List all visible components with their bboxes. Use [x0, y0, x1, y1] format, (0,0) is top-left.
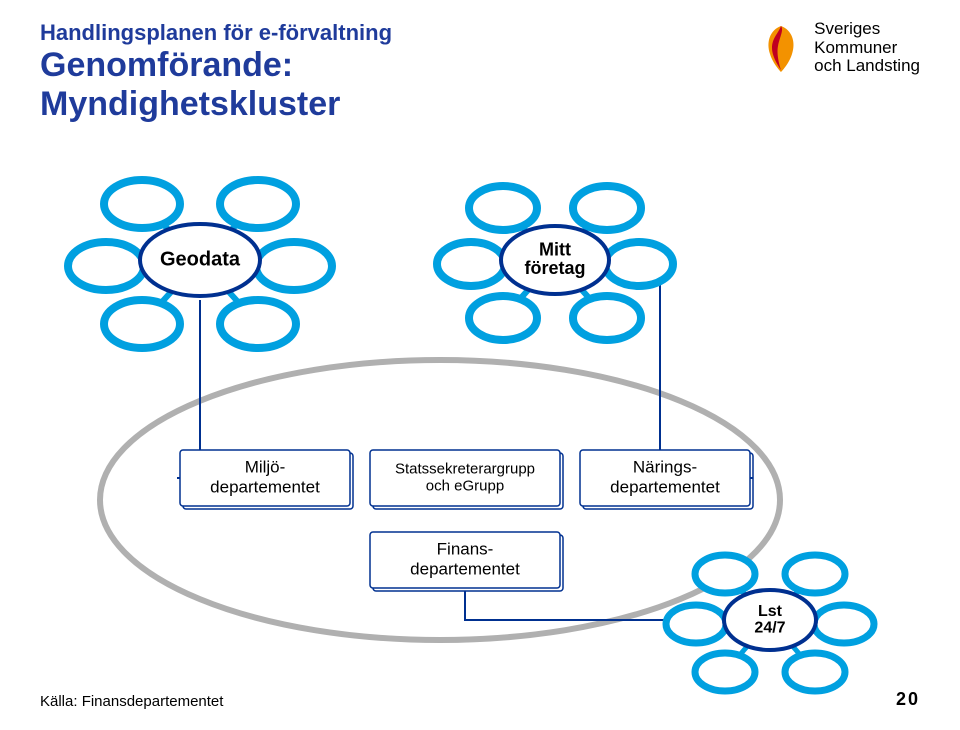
- cluster-petal: [573, 186, 641, 230]
- cluster-petal: [256, 242, 332, 290]
- cluster-label: Geodata: [160, 248, 241, 270]
- cluster-petal: [695, 555, 755, 593]
- box-label: departementet: [410, 559, 520, 578]
- cluster-petal: [605, 242, 673, 286]
- slide-number: 20: [896, 689, 920, 710]
- box-label: departementet: [610, 477, 720, 496]
- box-narings: Närings-departementet: [580, 450, 753, 509]
- box-miljo: Miljö-departementet: [180, 450, 353, 509]
- box-label: Finans-: [437, 540, 494, 559]
- cluster-petal: [68, 242, 144, 290]
- connector: [643, 260, 753, 478]
- box-label: Statssekreterargrupp: [395, 460, 535, 477]
- cluster-petal: [469, 186, 537, 230]
- cluster-petal: [785, 555, 845, 593]
- cluster-label: Mitt: [539, 239, 571, 259]
- cluster-petal: [220, 300, 296, 348]
- cluster-petal: [785, 653, 845, 691]
- cluster-petal: [469, 296, 537, 340]
- cluster-petal: [437, 242, 505, 286]
- cluster-petal: [814, 605, 874, 643]
- cluster-petal: [220, 180, 296, 228]
- box-finans: Finans-departementet: [370, 532, 563, 591]
- cluster-mitt-foretag: Mittföretag: [437, 186, 673, 340]
- cluster-label: företag: [524, 258, 585, 278]
- cluster-petal: [695, 653, 755, 691]
- cluster-petal: [104, 300, 180, 348]
- box-label: och eGrupp: [426, 478, 504, 495]
- box-label: departementet: [210, 477, 320, 496]
- box-label: Närings-: [633, 458, 697, 477]
- cluster-label: Lst: [758, 603, 783, 620]
- cluster-label: 24/7: [754, 620, 785, 637]
- box-stats: Statssekreterargruppoch eGrupp: [370, 450, 563, 509]
- source-label: Källa: Finansdepartementet: [40, 693, 223, 710]
- cluster-petal: [666, 605, 726, 643]
- cluster-petal: [104, 180, 180, 228]
- cluster-lst-247: Lst24/7: [666, 555, 874, 691]
- diagram-canvas: Geodata Mittföretag Lst24/7 Miljö-departem…: [0, 0, 960, 730]
- box-label: Miljö-: [245, 458, 286, 477]
- cluster-petal: [573, 296, 641, 340]
